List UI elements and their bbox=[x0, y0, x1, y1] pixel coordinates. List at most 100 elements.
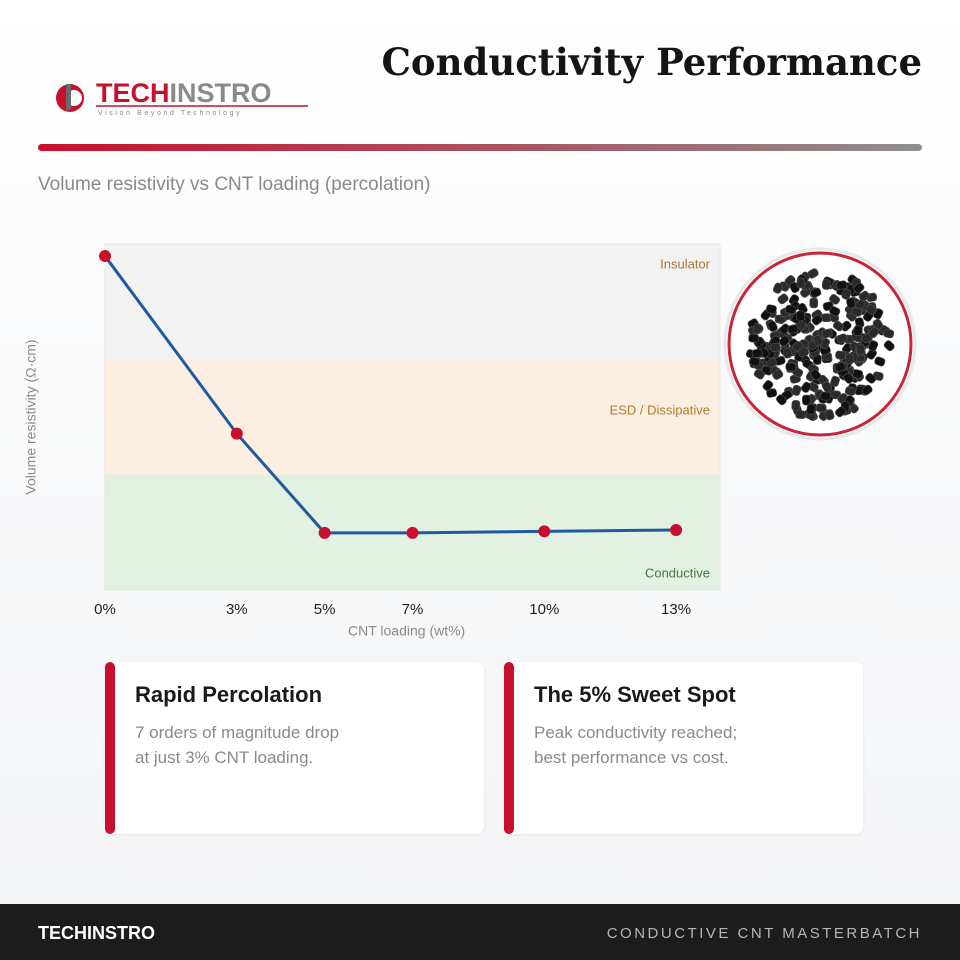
marker bbox=[538, 525, 551, 538]
x-tick-label: 7% bbox=[402, 601, 424, 618]
marker bbox=[230, 427, 243, 440]
pellet bbox=[809, 297, 819, 309]
pellet bbox=[801, 394, 811, 406]
pellets bbox=[745, 268, 895, 422]
pellet bbox=[841, 288, 852, 300]
pellet bbox=[832, 320, 844, 332]
marker bbox=[99, 250, 111, 263]
pellet bbox=[844, 386, 856, 396]
pellet bbox=[785, 362, 797, 372]
pellet bbox=[883, 340, 895, 352]
band-label: Conductive bbox=[645, 565, 710, 580]
pellet bbox=[861, 384, 873, 396]
marker bbox=[670, 523, 683, 536]
pellet bbox=[834, 362, 846, 372]
pellet bbox=[796, 310, 806, 322]
footer-brand: TECHINSTRO bbox=[38, 923, 155, 943]
pellet bbox=[766, 388, 778, 398]
pellet bbox=[778, 335, 790, 347]
pellet bbox=[874, 356, 886, 367]
pellet bbox=[798, 347, 810, 357]
card-line: at just 3% CNT loading. bbox=[135, 748, 314, 767]
title: Conductivity Performance bbox=[381, 40, 922, 84]
card-line: Peak conductivity reached; bbox=[534, 723, 738, 742]
x-tick-label: 10% bbox=[529, 601, 559, 618]
pellet bbox=[815, 403, 827, 413]
x-axis-label: CNT loading (wt%) bbox=[348, 623, 465, 639]
pellet bbox=[830, 375, 840, 387]
y-axis-label: Volume resistivity (Ω·cm) bbox=[23, 339, 39, 494]
footer-product: CONDUCTIVE CNT MASTERBATCH bbox=[606, 925, 922, 942]
logo-brand: TECH bbox=[96, 78, 170, 108]
pellet bbox=[853, 325, 863, 337]
band bbox=[105, 244, 720, 360]
pellet bbox=[824, 409, 835, 421]
logo-icon bbox=[66, 84, 71, 110]
pellet bbox=[748, 333, 759, 343]
pellet bbox=[752, 323, 763, 335]
pellet bbox=[813, 334, 824, 347]
card-accent bbox=[105, 662, 115, 834]
pellet bbox=[791, 400, 801, 411]
card-title: The 5% Sweet Spot bbox=[534, 682, 736, 707]
pellet bbox=[835, 350, 846, 360]
footer: TECHINSTRO CONDUCTIVE CNT MASTERBATCH bbox=[0, 904, 960, 960]
pellet bbox=[835, 406, 846, 418]
x-tick-label: 5% bbox=[314, 601, 336, 618]
pellet bbox=[821, 328, 833, 339]
pellet bbox=[782, 347, 793, 359]
band bbox=[105, 359, 720, 475]
pellet bbox=[843, 372, 854, 384]
pellet bbox=[811, 314, 823, 326]
pellet bbox=[810, 287, 822, 298]
pellet bbox=[806, 403, 816, 415]
pellet bbox=[779, 323, 791, 335]
pellet bbox=[796, 277, 806, 289]
pellet bbox=[775, 394, 787, 406]
card-text: Peak conductivity reached; best performan… bbox=[534, 720, 737, 770]
pellet bbox=[883, 328, 895, 339]
pellet bbox=[767, 320, 778, 332]
pellet bbox=[845, 353, 855, 365]
pellet bbox=[807, 268, 819, 279]
logo: TECHINSTRO Vision Beyond Technology bbox=[56, 78, 308, 117]
pellet bbox=[836, 280, 848, 290]
pellet bbox=[749, 357, 761, 367]
pellet bbox=[853, 282, 865, 294]
chart: Volume resistivity vs CNT loading (perco… bbox=[23, 174, 917, 639]
pellet bbox=[791, 384, 802, 396]
pellet bbox=[792, 340, 803, 352]
divider bbox=[38, 144, 922, 151]
x-tick-label: 3% bbox=[226, 601, 248, 618]
card: The 5% Sweet Spot Peak conductivity reach… bbox=[504, 662, 863, 834]
card-line: 7 orders of magnitude drop bbox=[135, 723, 340, 742]
card-title: Rapid Percolation bbox=[135, 682, 323, 707]
pellet bbox=[829, 306, 841, 317]
pellet bbox=[851, 307, 863, 317]
pellet bbox=[751, 348, 763, 358]
pellet bbox=[765, 304, 777, 314]
line bbox=[103, 255, 677, 535]
card-text: 7 orders of magnitude drop at just 3% CNT… bbox=[135, 720, 339, 770]
pellet bbox=[810, 369, 822, 381]
band-label: ESD / Dissipative bbox=[610, 402, 710, 417]
pellet bbox=[821, 279, 831, 290]
pellet bbox=[772, 282, 783, 294]
plot-border bbox=[104, 243, 721, 591]
band-label: Insulator bbox=[660, 256, 711, 271]
bands: Insulator ESD / Dissipative Conductive bbox=[105, 244, 720, 590]
pellet bbox=[865, 304, 877, 315]
pellet bbox=[820, 391, 832, 401]
chart-title: Volume resistivity vs CNT loading (perco… bbox=[38, 174, 430, 195]
x-tick-label: 13% bbox=[661, 601, 691, 618]
pellet bbox=[856, 343, 865, 355]
pellet bbox=[777, 293, 789, 305]
card-line: best performance vs cost. bbox=[534, 748, 729, 767]
pellet bbox=[868, 326, 880, 338]
pellet bbox=[868, 340, 879, 352]
pellet bbox=[821, 381, 833, 393]
pellet bbox=[762, 380, 774, 392]
pellet bbox=[846, 297, 856, 309]
logo-tagline: Vision Beyond Technology bbox=[98, 110, 242, 117]
